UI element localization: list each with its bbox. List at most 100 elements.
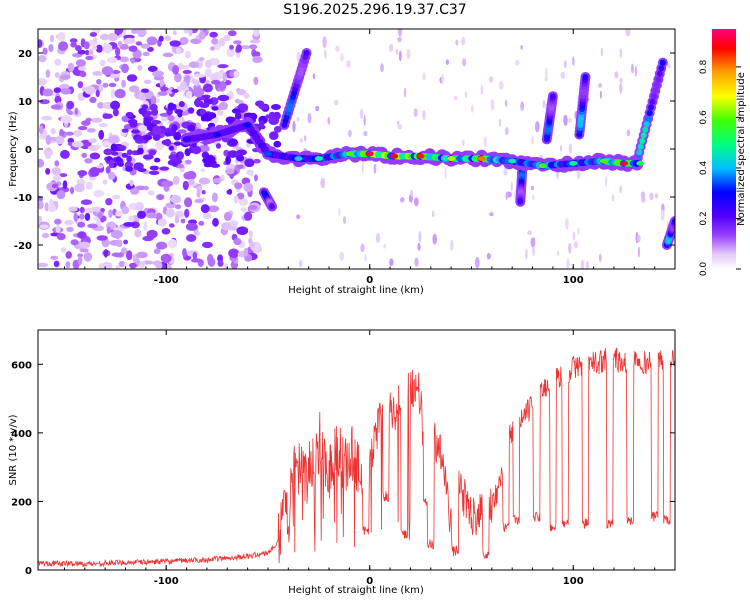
- cluster-blob: [201, 113, 213, 122]
- ridge-peak: [314, 156, 323, 162]
- cluster-blob: [191, 145, 202, 155]
- noise-blob: [102, 82, 109, 88]
- cluster-blob: [159, 166, 170, 171]
- cluster-blob: [268, 116, 280, 125]
- cluster-blob: [111, 151, 119, 156]
- faint-dot: [634, 65, 638, 77]
- noise-blob: [48, 44, 54, 53]
- faint-dot: [488, 76, 494, 83]
- noise-blob: [77, 231, 87, 239]
- noise-blob: [209, 31, 218, 38]
- noise-blob: [132, 49, 142, 59]
- y-tick-label: 600: [11, 360, 32, 371]
- faint-dot: [422, 72, 426, 81]
- faint-dot: [395, 48, 399, 55]
- cluster-blob: [167, 102, 175, 111]
- noise-blob: [97, 211, 103, 219]
- noise-blob: [137, 210, 146, 219]
- noise-blob: [41, 115, 53, 121]
- noise-blob: [92, 46, 98, 51]
- faint-dot: [431, 210, 435, 218]
- faint-dot: [491, 105, 494, 111]
- faint-dot: [619, 48, 623, 59]
- streak-core: [549, 93, 556, 100]
- noise-blob: [81, 120, 91, 126]
- noise-blob: [85, 55, 94, 61]
- noise-blob: [93, 189, 105, 198]
- cluster-blob: [135, 135, 145, 141]
- noise-blob: [105, 166, 111, 174]
- faint-dot: [360, 243, 365, 253]
- cluster-blob: [142, 154, 154, 160]
- noise-blob: [91, 117, 103, 123]
- noise-blob: [83, 252, 93, 262]
- noise-blob: [107, 171, 116, 180]
- noise-blob: [38, 125, 44, 135]
- noise-blob: [157, 218, 167, 227]
- noise-blob: [156, 194, 165, 201]
- faint-dot: [654, 192, 659, 199]
- noise-blob: [41, 232, 50, 239]
- noise-blob: [190, 38, 202, 45]
- cluster-blob: [112, 108, 119, 117]
- noise-blob: [77, 81, 84, 89]
- noise-blob: [62, 180, 68, 190]
- faint-dot: [505, 191, 509, 201]
- noise-blob: [78, 66, 87, 71]
- cluster-blob: [269, 131, 279, 141]
- cluster-blob: [171, 124, 178, 132]
- faint-dot: [348, 129, 352, 138]
- noise-blob: [179, 36, 189, 45]
- faint-dot: [455, 39, 459, 46]
- noise-blob: [84, 85, 96, 95]
- faint-dot: [307, 112, 312, 124]
- noise-blob: [101, 140, 111, 147]
- faint-dot: [532, 194, 535, 201]
- noise-blob: [103, 249, 108, 258]
- noise-blob: [130, 188, 140, 195]
- noise-blob: [50, 255, 59, 260]
- noise-blob: [223, 34, 231, 42]
- cluster-blob: [171, 161, 179, 167]
- noise-blob: [60, 149, 70, 159]
- faint-dot: [499, 81, 504, 90]
- cluster-blob: [258, 104, 269, 110]
- faint-dot: [614, 71, 619, 79]
- streak-core: [648, 104, 654, 111]
- noise-blob: [98, 123, 108, 128]
- noise-blob: [96, 235, 108, 241]
- noise-blob: [70, 239, 79, 246]
- noise-blob: [243, 247, 249, 257]
- faint-dot: [611, 194, 615, 201]
- faint-dot: [338, 208, 341, 217]
- cluster-blob: [119, 145, 127, 151]
- noise-blob: [144, 185, 149, 191]
- noise-blob: [220, 174, 225, 180]
- noise-blob: [89, 152, 101, 160]
- faint-dot: [565, 218, 569, 230]
- noise-blob: [54, 58, 62, 66]
- noise-blob: [147, 46, 154, 52]
- noise-blob: [60, 88, 72, 95]
- noise-blob: [169, 195, 182, 204]
- faint-dot: [572, 231, 576, 241]
- noise-blob: [240, 207, 247, 213]
- noise-blob: [94, 144, 102, 150]
- noise-blob: [184, 50, 191, 59]
- colorbar-tick-label: 0.2: [699, 211, 709, 225]
- noise-blob: [240, 45, 251, 50]
- faint-dot: [520, 101, 524, 108]
- noise-blob: [228, 30, 237, 37]
- noise-blob: [42, 47, 48, 55]
- noise-blob: [75, 45, 82, 52]
- faint-dot: [534, 121, 540, 133]
- noise-blob: [236, 89, 247, 96]
- ridge-peak: [294, 156, 303, 162]
- noise-blob: [185, 90, 193, 99]
- noise-blob: [68, 206, 78, 212]
- noise-blob: [196, 189, 201, 198]
- faint-dot: [441, 74, 445, 84]
- noise-blob: [191, 78, 198, 85]
- noise-blob: [45, 134, 52, 145]
